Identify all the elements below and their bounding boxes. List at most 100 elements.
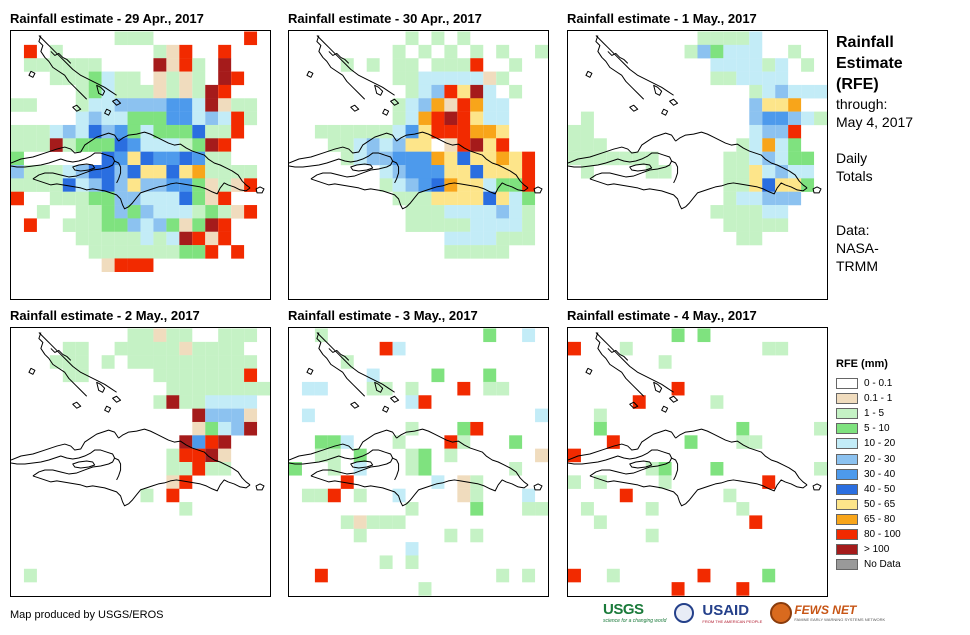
legend-item: 20 - 30 xyxy=(836,451,901,466)
rainfall-cell xyxy=(392,191,406,206)
rainfall-cell xyxy=(418,205,432,219)
coastline xyxy=(289,449,394,477)
rainfall-cell xyxy=(23,44,37,59)
rainfall-cell xyxy=(483,368,497,383)
rainfall-cell xyxy=(762,191,776,206)
coastline xyxy=(316,35,395,96)
rainfall-cell xyxy=(801,165,815,179)
rainfall-cell xyxy=(762,218,776,232)
rainfall-cell xyxy=(101,258,115,272)
rainfall-cell xyxy=(166,231,180,246)
coastline xyxy=(675,131,808,189)
rainfall-cell xyxy=(568,341,581,356)
rainfall-cell xyxy=(522,218,536,232)
rainfall-cell xyxy=(218,178,232,192)
rainfall-cell xyxy=(470,165,484,179)
rainfall-cell xyxy=(340,435,354,449)
rainfall-cell xyxy=(353,151,367,166)
rainfall-cell xyxy=(11,124,24,139)
coastline xyxy=(38,332,117,393)
rainfall-cell xyxy=(166,462,180,476)
globe-icon xyxy=(770,601,793,624)
rainfall-cell xyxy=(218,231,232,246)
rainfall-cell xyxy=(205,462,219,476)
rainfall-cell xyxy=(444,218,458,232)
rainfall-cell xyxy=(418,71,432,86)
rainfall-cell xyxy=(62,368,76,383)
rainfall-cell xyxy=(457,58,471,72)
rainfall-cell xyxy=(179,341,193,356)
rainfall-cell xyxy=(231,355,245,369)
fews-net-logo: FEWS NET FAMINE EARLY WARNING SYSTEMS NET… xyxy=(770,601,885,624)
rainfall-cell xyxy=(301,408,315,423)
rainfall-cell xyxy=(62,355,76,369)
rainfall-cell xyxy=(568,124,581,139)
rainfall-cell xyxy=(749,138,763,152)
rainfall-cell xyxy=(314,568,328,583)
rainfall-cell xyxy=(192,341,206,356)
rainfall-cell xyxy=(153,124,167,139)
rainfall-cell xyxy=(353,138,367,152)
rainfall-cell xyxy=(483,218,497,232)
rainfall-cell xyxy=(749,98,763,112)
rainfall-cell xyxy=(749,151,763,166)
rainfall-cell xyxy=(483,191,497,206)
rainfall-cell xyxy=(444,205,458,219)
rainfall-cell xyxy=(496,138,510,152)
rainfall-cell xyxy=(593,421,607,436)
rainfall-cell xyxy=(88,205,102,219)
rainfall-cell xyxy=(470,58,484,72)
rainfall-cell xyxy=(244,111,258,126)
rainfall-cell xyxy=(645,502,659,516)
rainfall-cell xyxy=(749,71,763,86)
coastline xyxy=(629,163,653,172)
rainfall-cell xyxy=(379,151,393,166)
rainfall-cell xyxy=(49,191,63,206)
coastline xyxy=(316,35,366,100)
rainfall-cell xyxy=(153,218,167,232)
rainfall-cell xyxy=(179,84,193,99)
coastline xyxy=(661,405,669,413)
rainfall-cell xyxy=(166,178,180,192)
rainfall-cell xyxy=(619,341,633,356)
rainfall-cell xyxy=(166,218,180,232)
panel-title-1: Rainfall estimate - 29 Apr., 2017 xyxy=(10,11,204,26)
rainfall-cell xyxy=(606,435,620,449)
rainfall-cell xyxy=(392,488,406,503)
rainfall-cell xyxy=(218,71,232,86)
rainfall-cell xyxy=(11,178,24,192)
rainfall-cell xyxy=(418,138,432,152)
rainfall-cell xyxy=(457,98,471,112)
rainfall-cell xyxy=(775,71,789,86)
rainfall-cell xyxy=(619,151,633,166)
rainfall-cell xyxy=(431,205,445,219)
rainfall-cell xyxy=(218,408,232,423)
coastline xyxy=(629,460,653,469)
rainfall-cell xyxy=(327,448,341,463)
rainfall-cell xyxy=(405,395,419,409)
rainfall-cell xyxy=(444,124,458,139)
rainfall-cell xyxy=(49,71,63,86)
rainfall-cell xyxy=(140,98,154,112)
rainfall-cell xyxy=(114,205,128,219)
legend-item: 40 - 50 xyxy=(836,482,901,497)
coastline xyxy=(96,84,106,96)
rainfall-cell xyxy=(509,205,523,219)
rainfall-cell xyxy=(88,58,102,72)
legend-item: 65 - 80 xyxy=(836,512,901,527)
rainfall-cell xyxy=(444,98,458,112)
panel-title-2: Rainfall estimate - 30 Apr., 2017 xyxy=(288,11,482,26)
rainfall-cell xyxy=(166,381,180,396)
rainfall-cell xyxy=(366,515,380,529)
rainfall-cell xyxy=(568,568,581,583)
rainfall-cell xyxy=(179,124,193,139)
legend-swatch xyxy=(836,498,858,510)
rainfall-cell xyxy=(444,231,458,246)
rainfall-cell xyxy=(166,355,180,369)
rainfall-cell xyxy=(496,205,510,219)
rainfall-cell xyxy=(179,44,193,59)
rainfall-cell xyxy=(496,44,510,59)
rainfall-cell xyxy=(218,381,232,396)
rainfall-cell xyxy=(470,151,484,166)
rainfall-cell xyxy=(140,245,154,259)
